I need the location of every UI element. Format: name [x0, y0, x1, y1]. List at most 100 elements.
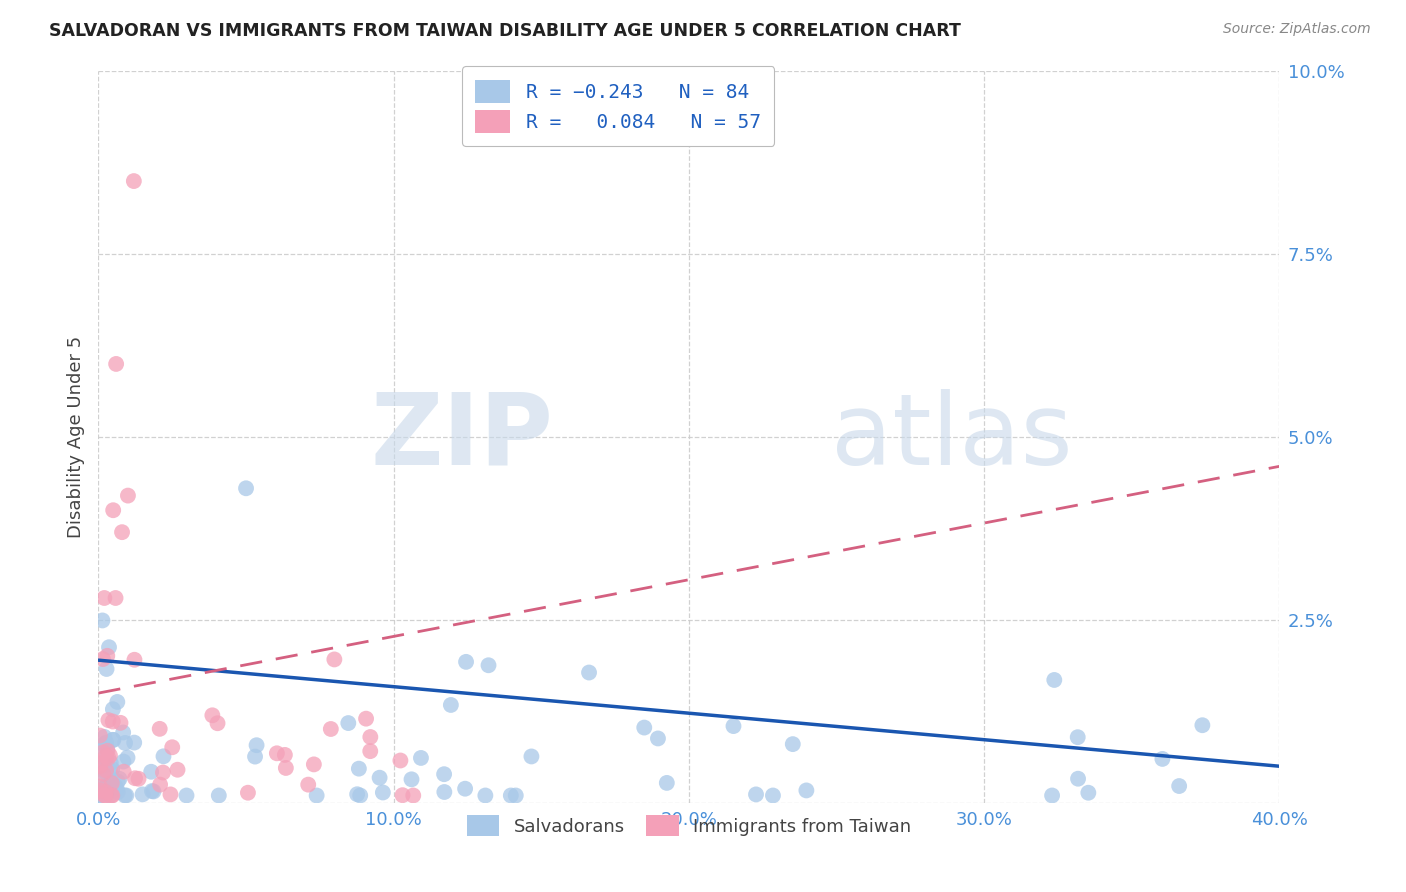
Point: [319, 722, 342, 736]
Point: [122, 174, 145, 188]
Point: [98, 789, 121, 803]
Point: [176, 789, 198, 803]
Point: [152, 765, 174, 780]
Point: [454, 655, 477, 669]
Point: [93, 730, 115, 744]
Point: [91, 614, 114, 628]
Point: [505, 789, 527, 803]
Point: [101, 702, 124, 716]
Point: [152, 749, 174, 764]
Point: [454, 781, 477, 796]
Point: [243, 749, 266, 764]
Point: [1191, 718, 1213, 732]
Point: [98, 640, 121, 655]
Point: [112, 725, 135, 739]
Point: [101, 781, 124, 796]
Point: [112, 764, 135, 779]
Point: [1067, 772, 1090, 786]
Point: [117, 489, 139, 503]
Point: [402, 789, 425, 803]
Point: [1077, 786, 1099, 800]
Point: [96, 742, 118, 756]
Point: [103, 733, 125, 747]
Point: [745, 788, 768, 802]
Point: [354, 712, 377, 726]
Point: [236, 786, 259, 800]
Point: [346, 787, 368, 801]
Point: [112, 755, 135, 769]
Point: [90, 784, 112, 798]
Point: [100, 789, 122, 803]
Point: [782, 737, 804, 751]
Point: [100, 775, 122, 789]
Point: [389, 754, 412, 768]
Point: [149, 722, 172, 736]
Point: [149, 778, 172, 792]
Point: [98, 748, 121, 763]
Point: [349, 789, 371, 803]
Point: [474, 789, 496, 803]
Point: [141, 784, 163, 798]
Point: [105, 782, 128, 797]
Point: [128, 772, 150, 786]
Point: [97, 751, 120, 765]
Point: [274, 747, 297, 762]
Point: [433, 767, 456, 781]
Point: [89, 729, 111, 743]
Point: [162, 740, 183, 755]
Point: [391, 788, 413, 802]
Point: [96, 648, 118, 663]
Point: [141, 764, 163, 779]
Point: [1043, 673, 1066, 687]
Point: [201, 708, 224, 723]
Point: [96, 744, 118, 758]
Point: [131, 788, 153, 802]
Point: [107, 774, 129, 789]
Point: [91, 745, 114, 759]
Point: [110, 715, 132, 730]
Point: [297, 778, 319, 792]
Point: [1040, 789, 1063, 803]
Legend: Salvadorans, Immigrants from Taiwan: Salvadorans, Immigrants from Taiwan: [454, 803, 924, 848]
Point: [96, 662, 118, 676]
Point: [359, 744, 381, 758]
Point: [433, 785, 456, 799]
Text: SALVADORAN VS IMMIGRANTS FROM TAIWAN DISABILITY AGE UNDER 5 CORRELATION CHART: SALVADORAN VS IMMIGRANTS FROM TAIWAN DIS…: [49, 22, 962, 40]
Point: [94, 780, 117, 794]
Point: [101, 714, 124, 729]
Point: [633, 721, 655, 735]
Point: [117, 750, 139, 764]
Point: [578, 665, 600, 680]
Point: [359, 730, 381, 744]
Point: [108, 772, 131, 786]
Point: [409, 751, 432, 765]
Point: [89, 759, 111, 773]
Point: [245, 738, 267, 752]
Text: Source: ZipAtlas.com: Source: ZipAtlas.com: [1223, 22, 1371, 37]
Point: [94, 736, 117, 750]
Point: [323, 652, 346, 666]
Point: [762, 789, 785, 803]
Point: [235, 481, 257, 495]
Text: ZIP: ZIP: [370, 389, 553, 485]
Point: [208, 789, 231, 803]
Point: [103, 503, 125, 517]
Point: [266, 747, 288, 761]
Point: [101, 762, 124, 776]
Point: [371, 785, 394, 799]
Point: [101, 732, 124, 747]
Point: [274, 761, 297, 775]
Point: [94, 785, 117, 799]
Point: [89, 739, 111, 754]
Point: [89, 772, 111, 787]
Point: [89, 789, 111, 803]
Point: [91, 652, 114, 666]
Point: [101, 789, 124, 803]
Point: [94, 789, 117, 803]
Point: [101, 776, 124, 790]
Point: [104, 779, 127, 793]
Point: [796, 783, 818, 797]
Point: [124, 771, 146, 785]
Point: [94, 763, 117, 777]
Point: [477, 658, 499, 673]
